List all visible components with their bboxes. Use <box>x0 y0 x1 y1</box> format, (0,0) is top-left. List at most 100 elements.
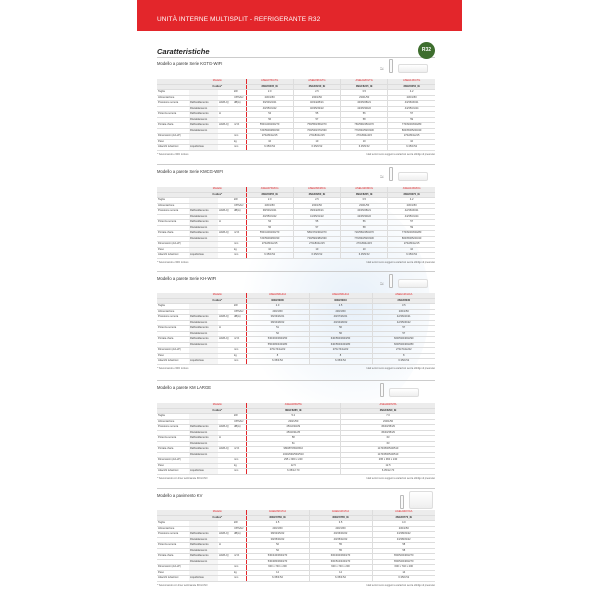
row-unit: mm <box>233 347 247 354</box>
row-unit: m³/h <box>233 446 247 453</box>
cell-value: 270x834x215 <box>292 133 341 140</box>
table-row: Riscaldamento 61 63 <box>157 441 436 447</box>
cell-value: 51 <box>245 325 310 332</box>
section-header: Modello a parete Serie KMCG-WIFI ≈ <box>157 167 435 187</box>
row-label <box>157 548 189 554</box>
row-mode <box>218 520 233 527</box>
model-label: Modello <box>189 510 247 516</box>
row-sublabel <box>189 139 218 145</box>
row-label: Attacchi tubazioni <box>157 468 189 475</box>
product-images: ≈ <box>380 59 428 73</box>
footnote-left: * Telecomando e WiFi incluso <box>157 366 189 370</box>
table-row: Attacchi tubazioni Liquido/Gas mm 6.35/9.52… <box>157 575 436 582</box>
row-unit: mm <box>233 358 247 365</box>
cell-value: 40/34/28/21 <box>292 100 341 107</box>
cell-value: 720/590/480/330 <box>245 128 294 134</box>
row-unit: kW <box>233 197 247 204</box>
model-section: Modello a parete Serie KGTG-WIFI ≈ Modello… <box>157 59 436 156</box>
row-unit: mm <box>233 575 247 582</box>
row-sublabel: Riscaldamento <box>189 452 218 458</box>
table-row: Portata d'aria Raffreddamento H/M/L/Q m³/h 9… <box>157 446 436 453</box>
cell-value: 40/35/31/22 <box>245 214 294 220</box>
row-unit: kg <box>233 570 247 576</box>
row-unit <box>233 325 247 332</box>
table-header-row: Codice* 3NGF8760_IE 3NGF8765_IE 3NGF8770_IE <box>157 515 436 521</box>
row-label <box>157 225 189 231</box>
row-mode <box>218 413 233 420</box>
row-label <box>157 441 189 447</box>
row-mode <box>218 358 233 365</box>
cell-value: 760/590/450/270 <box>340 122 388 129</box>
row-unit: kW <box>233 520 247 527</box>
row-label: Alimentazione <box>157 203 189 209</box>
cell-value: 10 <box>292 247 341 253</box>
row-label: Potenza sonora <box>157 219 189 226</box>
row-sublabel: Raffreddamento <box>189 424 218 431</box>
row-mode: H <box>218 111 233 118</box>
row-unit <box>233 435 247 442</box>
footnote-right: I dati tecnici sono soggetti a variazion… <box>365 583 435 587</box>
cell-value: 59 <box>387 225 436 231</box>
row-unit: mm <box>233 564 247 571</box>
row-mode <box>218 106 233 112</box>
cell-value: 640/560/390/250 <box>308 336 373 343</box>
table-row: Riscaldamento 52 56 57 <box>157 331 436 337</box>
cell-value: 6.35/9.52 <box>340 144 388 151</box>
model-code: 3NGF8240_IE <box>292 84 341 90</box>
cell-value: 295 x 960 x 240 <box>245 457 341 464</box>
product-images: ≈ <box>380 167 428 181</box>
cell-value: 58 <box>340 117 388 123</box>
model-name: ASEH12KHCA <box>371 293 436 299</box>
model-code: 3NGF8260_IE <box>292 192 341 198</box>
cell-value: 6.35/9.52 <box>340 252 388 259</box>
cell-value: 42/35/30/22 <box>371 320 436 326</box>
model-series-title: Modello a parete KM LARGE <box>157 385 211 390</box>
cell-value: 57 <box>371 325 436 332</box>
cell-value: 39/35/30/22 <box>245 537 310 543</box>
row-sublabel: Riscaldamento <box>189 559 218 565</box>
model-label: Modello <box>189 293 247 299</box>
cell-value: 3.5 <box>371 303 436 310</box>
row-unit: m³/h <box>233 553 247 560</box>
table-row: Pressione sonora Raffreddamento H/M/L/Q dB(… <box>157 100 436 107</box>
model-code: 3NGF8770_IE <box>371 515 436 521</box>
wifi-icon: ≈ <box>380 281 384 288</box>
cell-value: 770/640/520/330 <box>340 236 388 242</box>
cell-value: 2.5 <box>292 197 341 204</box>
cell-value: 58 <box>371 548 436 554</box>
table-row: Attacchi tubazioni Liquido/Gas mm 6.35/9.52… <box>157 358 436 365</box>
row-mode <box>218 457 233 464</box>
row-unit: dB(A) <box>233 424 247 431</box>
page-title: UNITÀ INTERNE MULTISPLIT - REFRIGERANTE … <box>157 16 321 23</box>
cell-value: 7.0 <box>340 413 436 420</box>
row-label: Pressione sonora <box>157 314 189 321</box>
row-sublabel: Raffreddamento <box>189 230 218 237</box>
cell-value: 800/650/520/340 <box>387 236 436 242</box>
row-label: Peso <box>157 247 189 253</box>
model-name: ASEH18KMTA <box>245 403 341 409</box>
cell-value: 270x834x215 <box>387 241 436 248</box>
table-row: Riscaldamento 1020/930/540/510 1170/950/54… <box>157 452 436 458</box>
cell-value: 270x744x222 <box>308 347 373 354</box>
cell-value: 43/36/30/21 <box>387 100 436 107</box>
cell-value: 42/36/30/21 <box>387 208 436 215</box>
table-row: Potenza sonora Raffreddamento H 54 55 56 57 <box>157 219 436 226</box>
model-name: ASEH09KHCA <box>308 293 373 299</box>
cell-value: 640/560/430/280 <box>308 342 373 348</box>
table-header-row: Modello ASEH07KMCG ASEH09KMCG ASEH12KMCG ASE… <box>157 187 436 193</box>
cell-value: 6.35/9.52 <box>292 252 341 259</box>
cell-value: 730/590/480/330 <box>292 236 341 242</box>
row-mode <box>218 441 233 447</box>
row-unit: kW <box>233 89 247 96</box>
row-unit <box>233 548 247 554</box>
row-unit: kg <box>233 139 247 145</box>
row-label: Taglia <box>157 413 189 420</box>
cell-value: 61 <box>245 441 341 447</box>
cell-value: 41/35/31/22 <box>292 214 341 220</box>
row-label: Peso <box>157 353 189 359</box>
product-images: ≈ <box>380 274 428 288</box>
row-unit <box>233 117 247 123</box>
cell-value: 600/510/430/270 <box>308 559 373 565</box>
cell-value: 270x744x222 <box>371 347 436 354</box>
cell-value: 10 <box>340 139 388 145</box>
